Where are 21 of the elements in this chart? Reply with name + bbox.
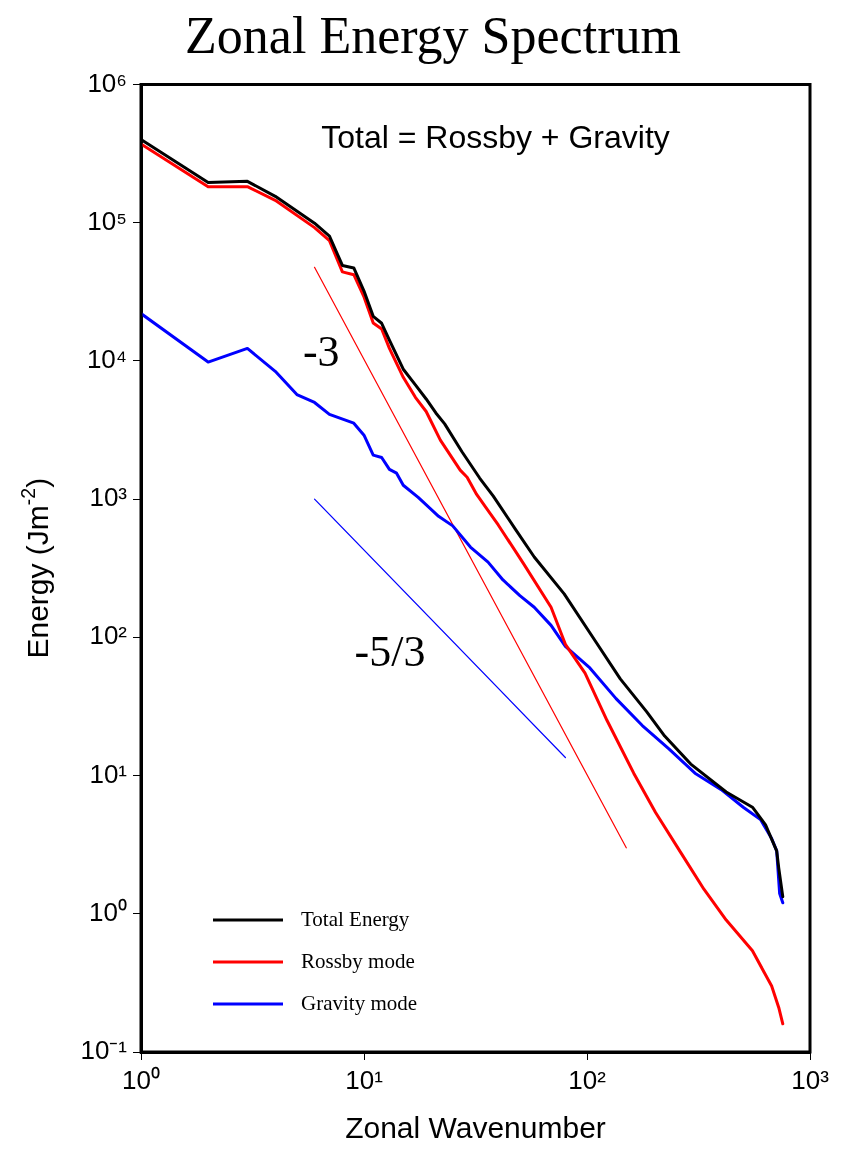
- chart-title: Zonal Energy Spectrum: [185, 6, 681, 64]
- y-axis-title: Energy (Jm-2): [16, 477, 55, 659]
- legend-label: Gravity mode: [301, 990, 418, 1015]
- x-tick-label: 10²: [568, 1064, 607, 1095]
- x-axis-title: Zonal Wavenumber: [345, 1111, 606, 1145]
- annotation: Total = Rossby + Gravity: [321, 119, 670, 156]
- annotation: -3: [302, 326, 340, 376]
- x-tick-label: 10¹: [345, 1064, 384, 1095]
- legend-label: Total Energy: [301, 906, 410, 931]
- y-tick-label: 10²: [89, 620, 128, 651]
- y-tick-label: 10⁰: [89, 896, 127, 927]
- y-tick-label: 10⁶: [87, 67, 127, 98]
- x-tick-label: 10⁰: [122, 1064, 160, 1095]
- y-tick-label: 10¹: [89, 758, 128, 789]
- y-tick-label: 10⁻¹: [80, 1035, 128, 1066]
- legend-label: Rossby mode: [301, 948, 415, 973]
- y-tick-label: 10⁵: [87, 205, 127, 236]
- y-tick-label: 10⁴: [86, 344, 127, 375]
- x-tick-label: 10³: [791, 1064, 830, 1095]
- annotation: -5/3: [354, 626, 426, 676]
- y-tick-label: 10³: [89, 482, 128, 513]
